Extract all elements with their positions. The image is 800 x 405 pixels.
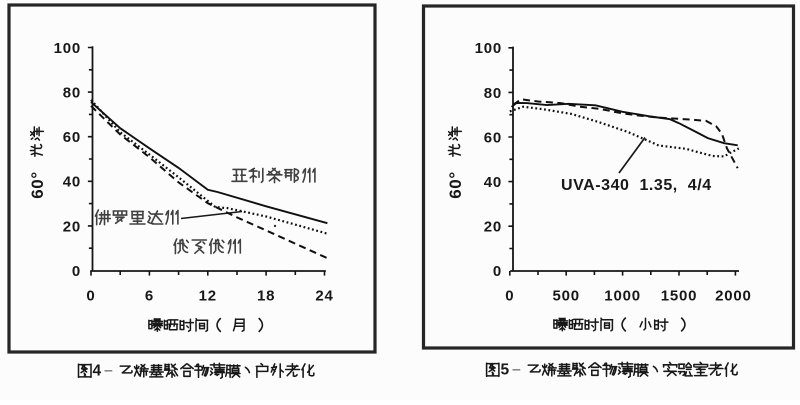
- svg-text:4: 4: [93, 363, 102, 380]
- svg-text:1500: 1500: [661, 288, 698, 305]
- svg-text:0: 0: [493, 263, 502, 280]
- svg-text:100: 100: [54, 40, 81, 57]
- svg-text:6: 6: [145, 288, 154, 305]
- svg-text:500: 500: [552, 288, 579, 305]
- svg-text:24: 24: [315, 288, 333, 305]
- svg-text:18: 18: [257, 288, 275, 305]
- svg-text:100: 100: [475, 40, 502, 57]
- svg-text:80: 80: [63, 85, 81, 102]
- svg-text:UVA-340 1.35, 4/4: UVA-340 1.35, 4/4: [561, 177, 712, 194]
- svg-text:1000: 1000: [604, 288, 641, 305]
- svg-text:12: 12: [199, 288, 217, 305]
- svg-text:60: 60: [63, 129, 81, 146]
- svg-text:80: 80: [484, 85, 502, 102]
- svg-text:0: 0: [86, 288, 95, 305]
- svg-text:60: 60: [484, 129, 502, 146]
- svg-text:2000: 2000: [715, 288, 752, 305]
- svg-text:5: 5: [501, 362, 510, 379]
- svg-text:40: 40: [484, 174, 502, 191]
- svg-text:40: 40: [63, 174, 81, 191]
- svg-text:60°: 60°: [446, 171, 465, 199]
- svg-text:0: 0: [72, 263, 81, 280]
- svg-text:20: 20: [63, 218, 81, 235]
- svg-text:60°: 60°: [28, 171, 47, 199]
- svg-text:20: 20: [484, 219, 502, 236]
- svg-text:0: 0: [505, 288, 514, 305]
